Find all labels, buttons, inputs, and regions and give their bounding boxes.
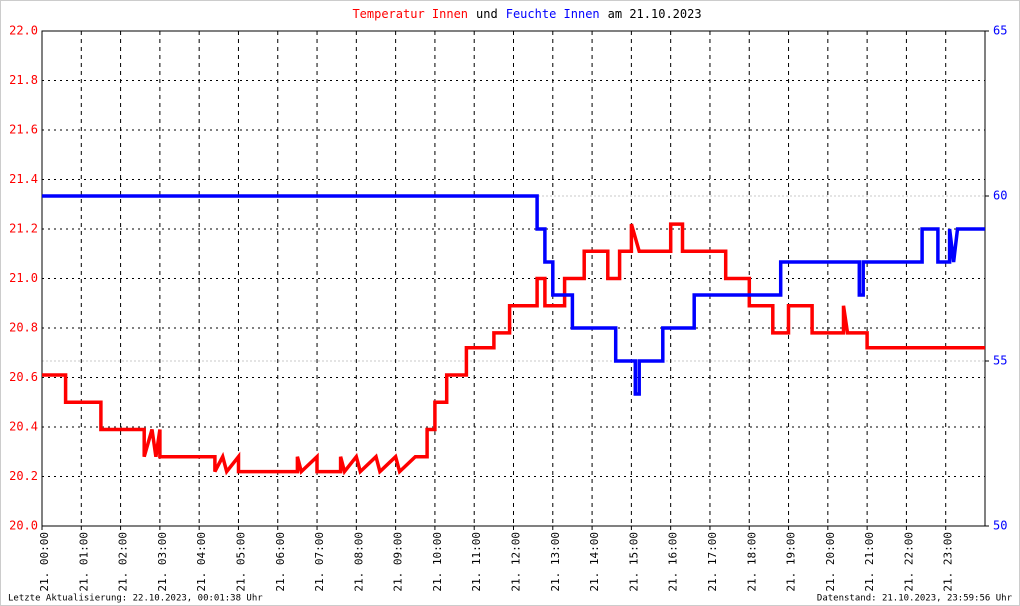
- x-tick-label: 21. 10:00: [431, 532, 444, 592]
- y-tick-label: 20.6: [9, 370, 38, 384]
- y-tick-label: 21.0: [9, 271, 38, 285]
- y-tick-label: 20.2: [9, 469, 38, 483]
- title-part: am 21.10.2023: [608, 7, 702, 21]
- x-tick-label: 21. 23:00: [942, 532, 955, 592]
- x-tick-label: 21. 22:00: [902, 532, 915, 592]
- x-tick-label: 21. 17:00: [706, 532, 719, 592]
- x-tick-label: 21. 01:00: [77, 532, 90, 592]
- plot-border: [41, 30, 986, 527]
- title-part: Feuchte Innen: [506, 7, 600, 21]
- y-tick-label: 22.0: [9, 24, 38, 38]
- x-tick-label: 21. 12:00: [510, 532, 523, 592]
- footer-right: Datenstand: 21.10.2023, 23:59:56 Uhr: [817, 594, 1013, 604]
- x-tick-label: 21. 11:00: [470, 532, 483, 592]
- x-tick-label: 21. 19:00: [785, 532, 798, 592]
- x-tick-label: 21. 07:00: [313, 532, 326, 592]
- x-tick-label: 21. 02:00: [117, 532, 130, 592]
- y2-tick-label: 55: [993, 354, 1007, 368]
- x-tick-label: 21. 14:00: [588, 532, 601, 592]
- x-tick-label: 21. 06:00: [274, 532, 287, 592]
- footer-left: Letzte Aktualisierung: 22.10.2023, 00:01…: [8, 594, 263, 604]
- x-tick-label: 21. 05:00: [234, 532, 247, 592]
- x-tick-label: 21. 18:00: [745, 532, 758, 592]
- y-tick-label: 21.4: [9, 172, 38, 186]
- series-line: [42, 222, 985, 476]
- y-tick-label: 20.8: [9, 321, 38, 335]
- x-tick-label: 21. 04:00: [195, 532, 208, 592]
- x-tick-label: 21. 16:00: [667, 532, 680, 592]
- y2-tick-label: 65: [993, 24, 1007, 38]
- chart-title: Temperatur Innen und Feuchte Innen am 21.10…: [352, 7, 701, 21]
- x-tick-label: 21. 08:00: [352, 532, 365, 592]
- y-tick-label: 21.6: [9, 123, 38, 137]
- x-tick-label: 21. 00:00: [38, 532, 51, 592]
- y2-tick-label: 60: [993, 189, 1007, 203]
- y-tick-label: 21.2: [9, 222, 38, 236]
- title-part: Temperatur Innen: [352, 7, 468, 21]
- y-tick-label: 20.0: [9, 519, 38, 533]
- x-tick-label: 21. 03:00: [156, 532, 169, 592]
- x-tick-label: 21. 13:00: [549, 532, 562, 592]
- y-tick-label: 21.8: [9, 73, 38, 87]
- y2-tick-label: 50: [993, 519, 1007, 533]
- series-line: [42, 194, 985, 396]
- x-tick-label: 21. 09:00: [392, 532, 405, 592]
- x-tick-label: 21. 20:00: [824, 532, 837, 592]
- x-tick-label: 21. 15:00: [627, 532, 640, 592]
- x-tick-label: 21. 21:00: [863, 532, 876, 592]
- title-part: und: [476, 7, 498, 21]
- y-tick-label: 20.4: [9, 420, 38, 434]
